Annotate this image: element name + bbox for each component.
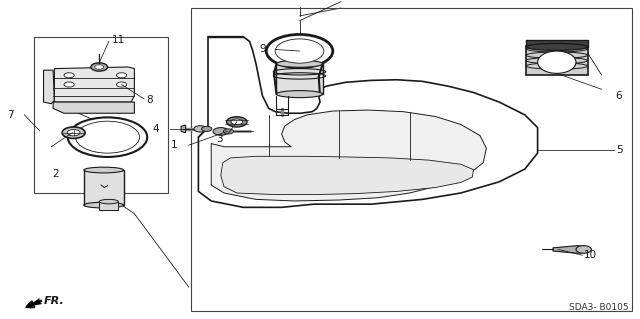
Polygon shape (54, 67, 134, 102)
Text: 2: 2 (52, 169, 59, 179)
Circle shape (576, 246, 591, 253)
Circle shape (275, 39, 324, 63)
Circle shape (64, 73, 74, 78)
Circle shape (116, 82, 127, 87)
Text: 8: 8 (146, 94, 152, 105)
Circle shape (223, 129, 234, 134)
Polygon shape (44, 70, 54, 104)
Bar (526, 46, 588, 75)
Circle shape (76, 121, 140, 153)
Bar (526, 40, 588, 47)
Text: 5: 5 (616, 145, 623, 155)
Polygon shape (221, 156, 474, 195)
Circle shape (116, 73, 127, 78)
Circle shape (266, 34, 333, 68)
Bar (276, 64, 323, 94)
Bar (191, 8, 632, 311)
Ellipse shape (276, 60, 323, 67)
Ellipse shape (84, 202, 124, 208)
Bar (34, 37, 168, 193)
Bar (84, 170, 124, 205)
Text: SDA3- B0105: SDA3- B0105 (570, 303, 629, 312)
Ellipse shape (276, 91, 323, 98)
Circle shape (231, 119, 243, 125)
Polygon shape (53, 102, 134, 113)
Circle shape (64, 82, 74, 87)
Polygon shape (553, 246, 584, 253)
Circle shape (62, 127, 85, 138)
Circle shape (227, 117, 247, 127)
Text: 4: 4 (152, 124, 159, 134)
Polygon shape (211, 110, 486, 201)
Text: 6: 6 (616, 91, 622, 101)
Text: 9: 9 (259, 44, 266, 55)
Text: 10: 10 (584, 250, 597, 260)
Ellipse shape (99, 199, 118, 204)
Text: 11: 11 (111, 35, 125, 45)
Bar (99, 202, 118, 210)
Polygon shape (198, 37, 538, 207)
Text: FR.: FR. (44, 296, 64, 307)
Text: 1: 1 (172, 140, 178, 150)
Polygon shape (181, 125, 186, 133)
Text: 3: 3 (216, 134, 223, 144)
Text: 7: 7 (8, 110, 14, 120)
Ellipse shape (84, 167, 124, 173)
Ellipse shape (538, 51, 576, 73)
Circle shape (202, 126, 212, 131)
Circle shape (95, 65, 104, 69)
Circle shape (194, 126, 207, 132)
Circle shape (213, 128, 228, 135)
Ellipse shape (526, 43, 588, 50)
Circle shape (91, 63, 108, 71)
Circle shape (68, 117, 147, 157)
Circle shape (67, 130, 80, 136)
